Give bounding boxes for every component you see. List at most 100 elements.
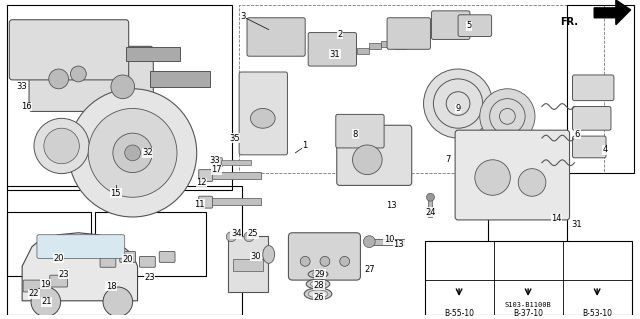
Bar bbox=[7, 212, 91, 276]
FancyBboxPatch shape bbox=[455, 130, 570, 220]
Bar bbox=[424, 241, 632, 315]
Circle shape bbox=[364, 236, 375, 248]
Text: 26: 26 bbox=[314, 293, 324, 302]
Bar bbox=[233, 259, 263, 271]
Ellipse shape bbox=[586, 266, 608, 282]
FancyBboxPatch shape bbox=[29, 46, 154, 111]
Text: 9: 9 bbox=[456, 104, 461, 113]
Text: B-55-10: B-55-10 bbox=[444, 309, 474, 318]
Text: 13: 13 bbox=[394, 240, 404, 249]
Text: 14: 14 bbox=[552, 214, 562, 223]
Circle shape bbox=[340, 256, 349, 266]
Ellipse shape bbox=[308, 270, 328, 278]
Text: 11: 11 bbox=[195, 200, 205, 209]
Text: 33: 33 bbox=[17, 82, 28, 91]
Circle shape bbox=[49, 69, 68, 89]
Text: 18: 18 bbox=[106, 282, 116, 291]
FancyBboxPatch shape bbox=[573, 136, 606, 158]
FancyBboxPatch shape bbox=[239, 72, 287, 155]
Text: 28: 28 bbox=[314, 280, 324, 290]
FancyBboxPatch shape bbox=[23, 280, 41, 292]
FancyBboxPatch shape bbox=[140, 256, 156, 267]
FancyBboxPatch shape bbox=[120, 251, 136, 262]
Text: 15: 15 bbox=[111, 189, 121, 198]
Text: 30: 30 bbox=[251, 252, 261, 261]
Bar bbox=[7, 5, 232, 190]
Text: 20: 20 bbox=[122, 255, 133, 264]
Circle shape bbox=[34, 118, 89, 174]
Text: 31: 31 bbox=[571, 220, 582, 229]
Text: 32: 32 bbox=[142, 148, 153, 157]
Bar bbox=[358, 48, 369, 54]
Text: 23: 23 bbox=[144, 273, 155, 282]
Bar bbox=[7, 186, 242, 315]
Text: FR.: FR. bbox=[561, 17, 579, 27]
Circle shape bbox=[433, 79, 483, 128]
Circle shape bbox=[125, 145, 141, 161]
Circle shape bbox=[113, 133, 152, 173]
Bar bbox=[488, 168, 566, 261]
Circle shape bbox=[31, 287, 61, 316]
Ellipse shape bbox=[517, 266, 539, 282]
Text: 17: 17 bbox=[211, 165, 221, 174]
Circle shape bbox=[244, 232, 254, 241]
Text: 5: 5 bbox=[467, 21, 472, 30]
Bar bbox=[221, 160, 251, 165]
Ellipse shape bbox=[312, 272, 324, 276]
FancyBboxPatch shape bbox=[337, 125, 412, 185]
FancyBboxPatch shape bbox=[212, 158, 222, 167]
Text: 23: 23 bbox=[58, 270, 69, 279]
Bar bbox=[211, 172, 261, 179]
FancyBboxPatch shape bbox=[100, 256, 116, 267]
Bar bbox=[95, 212, 205, 276]
FancyBboxPatch shape bbox=[573, 107, 611, 130]
Circle shape bbox=[320, 256, 330, 266]
Bar bbox=[381, 41, 393, 47]
FancyBboxPatch shape bbox=[336, 115, 384, 148]
FancyBboxPatch shape bbox=[50, 275, 67, 287]
FancyBboxPatch shape bbox=[289, 233, 360, 280]
Text: S103-B1100B: S103-B1100B bbox=[505, 302, 552, 308]
Circle shape bbox=[103, 287, 132, 316]
Text: 25: 25 bbox=[248, 229, 258, 238]
Ellipse shape bbox=[310, 281, 326, 287]
Circle shape bbox=[300, 256, 310, 266]
Bar bbox=[211, 198, 261, 205]
Text: 1: 1 bbox=[303, 141, 308, 151]
Text: 3: 3 bbox=[241, 12, 246, 21]
Circle shape bbox=[70, 66, 86, 82]
Circle shape bbox=[490, 99, 525, 134]
Text: 35: 35 bbox=[229, 134, 239, 143]
Text: 13: 13 bbox=[386, 201, 396, 210]
Polygon shape bbox=[594, 0, 630, 25]
Polygon shape bbox=[22, 233, 138, 301]
FancyBboxPatch shape bbox=[247, 18, 305, 56]
Text: 34: 34 bbox=[231, 229, 241, 238]
FancyBboxPatch shape bbox=[35, 293, 52, 305]
Bar bbox=[429, 199, 433, 217]
Bar bbox=[369, 43, 381, 49]
FancyBboxPatch shape bbox=[37, 235, 125, 258]
Circle shape bbox=[88, 108, 177, 197]
FancyBboxPatch shape bbox=[10, 20, 129, 80]
Text: 20: 20 bbox=[53, 254, 64, 263]
Text: 27: 27 bbox=[364, 265, 374, 274]
FancyBboxPatch shape bbox=[308, 33, 356, 66]
Circle shape bbox=[446, 92, 470, 115]
Circle shape bbox=[480, 89, 535, 144]
Text: 2: 2 bbox=[337, 30, 342, 39]
FancyBboxPatch shape bbox=[458, 15, 492, 36]
Text: 22: 22 bbox=[29, 289, 39, 298]
Circle shape bbox=[227, 232, 236, 241]
Text: 10: 10 bbox=[384, 235, 394, 244]
FancyBboxPatch shape bbox=[198, 170, 212, 182]
Text: 16: 16 bbox=[20, 102, 31, 111]
Text: B-37-10: B-37-10 bbox=[513, 309, 543, 318]
Text: 6: 6 bbox=[575, 130, 580, 139]
Bar bbox=[239, 5, 604, 173]
Bar bbox=[369, 239, 404, 245]
Text: 33: 33 bbox=[209, 156, 220, 165]
Circle shape bbox=[475, 160, 510, 195]
FancyBboxPatch shape bbox=[573, 75, 614, 100]
Text: 21: 21 bbox=[42, 297, 52, 306]
